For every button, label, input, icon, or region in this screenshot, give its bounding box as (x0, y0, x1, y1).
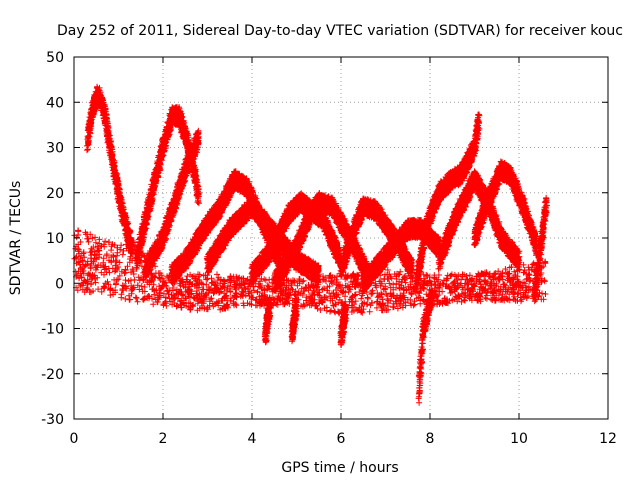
series-arc-1 (84, 83, 136, 257)
x-tick-label: 2 (159, 431, 168, 447)
series-edge-cluster (531, 194, 550, 305)
series-dip-1 (261, 294, 274, 346)
y-tick-label: -20 (41, 367, 64, 383)
series-dip-2 (288, 295, 300, 345)
axes: 0 2 4 6 8 10 12 -30 -20 -10 0 10 20 30 40 50 (41, 50, 617, 447)
points-dip-3 (337, 301, 350, 348)
points-arc-9 (359, 216, 443, 294)
x-tick-label: 4 (248, 431, 257, 447)
x-tick-label: 6 (337, 431, 346, 447)
x-tick-label: 12 (599, 431, 617, 447)
y-tick-label: 10 (46, 231, 64, 247)
points-arc-5 (203, 195, 322, 286)
y-axis-label: SDTVAR / TECUs (8, 181, 24, 296)
y-tick-label: -30 (41, 412, 64, 428)
x-tick-label: 0 (70, 431, 79, 447)
y-tick-label: -10 (41, 322, 64, 338)
y-tick-label: 40 (46, 95, 64, 111)
series-arc-3 (141, 127, 202, 281)
data-points (71, 83, 550, 406)
series-arc-10 (413, 111, 483, 295)
x-tick-label: 8 (426, 431, 435, 447)
points-arc-3 (141, 127, 202, 281)
series-arc-9 (359, 216, 443, 294)
chart-title: Day 252 of 2011, Sidereal Day-to-day VTE… (57, 23, 623, 39)
y-tick-label: 0 (55, 276, 64, 292)
series-arc-12 (471, 158, 540, 259)
x-tick-label: 10 (510, 431, 528, 447)
series-dip-3 (337, 301, 350, 348)
points-dip-2 (288, 295, 300, 345)
y-tick-label: 30 (46, 141, 64, 157)
points-arc-12 (471, 158, 540, 259)
points-dip-1 (261, 294, 274, 346)
points-dip-4 (415, 288, 436, 406)
x-axis-label: GPS time / hours (281, 460, 398, 476)
y-tick-label: 20 (46, 186, 64, 202)
points-arc-10 (413, 111, 483, 295)
series-dip-4 (415, 288, 436, 406)
y-tick-label: 50 (46, 50, 64, 66)
points-edge-cluster (531, 194, 550, 305)
series-arc-5 (203, 195, 322, 286)
points-arc-1 (84, 83, 136, 257)
